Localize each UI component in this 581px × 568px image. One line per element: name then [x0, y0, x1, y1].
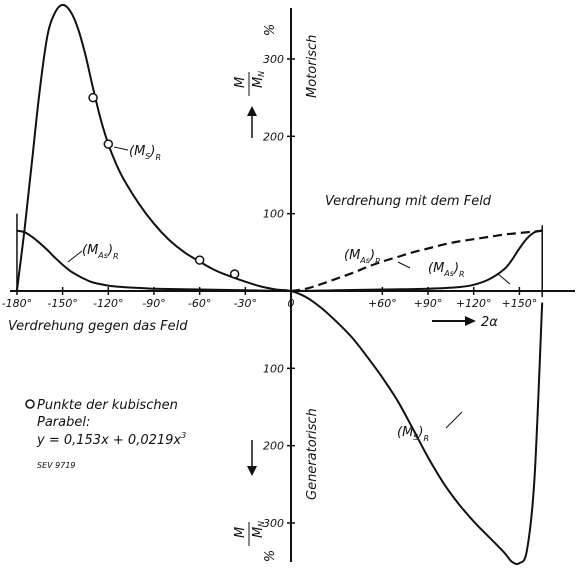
- y-arrow-down: [247, 440, 257, 476]
- x-tick-label: -90°: [142, 297, 165, 310]
- legend-marker-text: Punkte der kubischen: [37, 398, 178, 413]
- y-tick-label: 300: [263, 517, 284, 530]
- series-label-mas-r-right: (MAs)R: [428, 261, 465, 279]
- svg-text:N: N: [257, 71, 266, 77]
- svg-text:M: M: [233, 77, 248, 88]
- legend-marker: [25, 399, 35, 409]
- y-label-down: Generatorisch: [305, 408, 320, 500]
- series-leader-mas-p: [397, 261, 411, 269]
- x-tick-label: -180°: [2, 297, 32, 310]
- x-label-left: Verdrehung gegen das Feld: [8, 319, 188, 334]
- figure-code: SEV 9719: [37, 461, 76, 470]
- y-label-up: Motorisch: [305, 35, 320, 98]
- series-line-masr: [16, 229, 543, 293]
- x-label-right: Verdrehung mit dem Feld: [325, 194, 492, 209]
- svg-text:M: M: [251, 527, 266, 538]
- y-tick-label: 100: [263, 362, 284, 375]
- series-label-mas-p: (MAs)P: [344, 248, 380, 266]
- series-label-ms-r-upper: (MS)R: [129, 144, 161, 162]
- y-tick-label: 300: [263, 53, 284, 66]
- y-ticks: 100 200 300 100 200 300: [263, 53, 295, 530]
- y-fraction-upper: M M N: [233, 71, 266, 96]
- y-tick-label: 200: [263, 130, 284, 143]
- x-tick-label: +150°: [502, 297, 538, 310]
- series-label-ms-r-lower: (MS)R: [397, 425, 429, 443]
- x-tick-label: +60°: [368, 297, 397, 310]
- legend-formula: y = 0,153x + 0,0219x3: [36, 431, 186, 448]
- x-arrow: [432, 316, 476, 326]
- series-line-msr: [15, 3, 544, 566]
- series-leader-ms-r-lower: [445, 411, 463, 429]
- svg-text:M: M: [233, 527, 248, 538]
- x-tick-label: -60°: [188, 297, 211, 310]
- y-fraction-lower: M M N: [233, 521, 266, 546]
- x-tick-label: +90°: [414, 297, 443, 310]
- series-leader-ms-r-upper: [113, 146, 129, 151]
- svg-text:M: M: [251, 77, 266, 88]
- x-arrow-label: 2α: [481, 315, 498, 330]
- cubic-parabola-point: [194, 255, 205, 265]
- x-ticks: -180° -150° -120° -90° -60° -30° 0 +60° +90° +120…: [2, 287, 538, 310]
- series-leader-mas-r-left: [67, 250, 83, 263]
- x-tick-label: -120°: [93, 297, 123, 310]
- y-unit-lower: %: [263, 550, 278, 562]
- cubic-parabola-point: [103, 139, 114, 149]
- series-leader-mas-r-right: [497, 273, 511, 285]
- y-unit-upper: %: [263, 24, 278, 36]
- series-line-masp: [290, 229, 543, 293]
- x-tick-label: +120°: [456, 297, 492, 310]
- curves: [15, 3, 544, 566]
- x-tick-label: -30°: [234, 297, 257, 310]
- y-arrow-up: [247, 106, 257, 138]
- x-tick-label: 0: [288, 297, 295, 310]
- y-tick-label: 200: [263, 440, 284, 453]
- x-tick-label: -150°: [47, 297, 77, 310]
- series-label-mas-r-left: (MAs)R: [82, 243, 119, 261]
- legend: Punkte der kubischen Parabel: y = 0,153x…: [25, 398, 186, 470]
- cubic-parabola-point: [88, 92, 98, 103]
- cubic-parabola-point: [229, 269, 240, 279]
- svg-text:N: N: [257, 521, 266, 527]
- legend-line2: Parabel:: [37, 415, 90, 430]
- y-tick-label: 100: [263, 208, 284, 221]
- cubic-parabola-markers: [88, 92, 240, 279]
